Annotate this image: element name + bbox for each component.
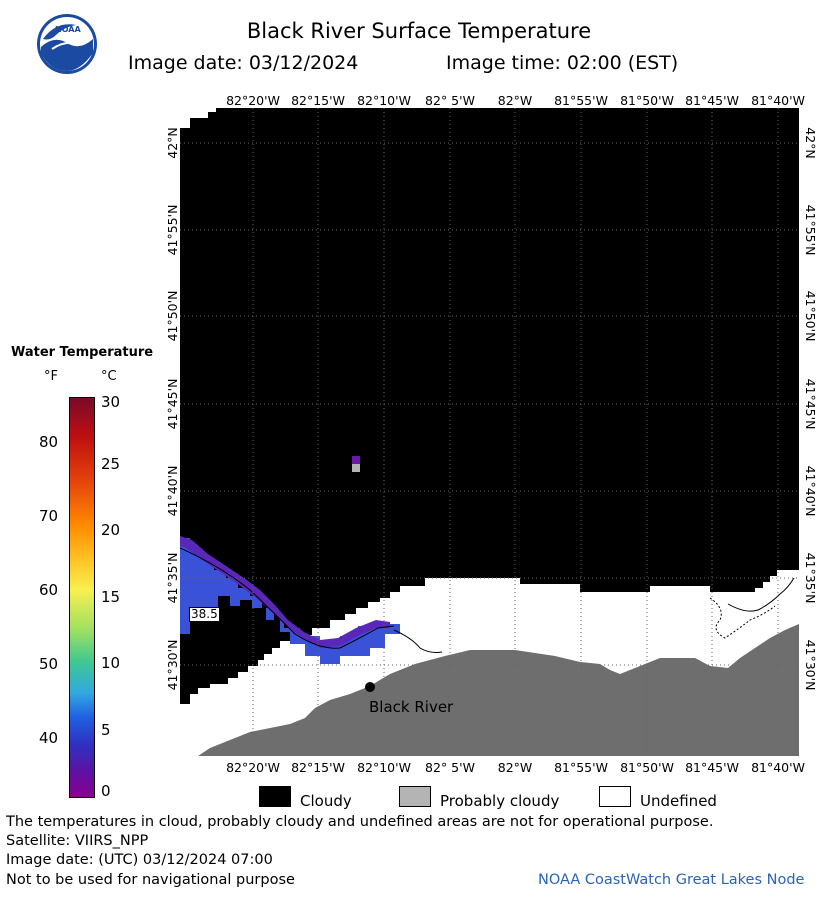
lon-label: 82° 5'W <box>425 93 475 108</box>
c-tick-label: 5 <box>101 721 111 739</box>
f-tick-label: 80 <box>39 433 59 451</box>
lon-label: 82°15'W <box>291 93 345 108</box>
lat-label: 41°30'N <box>165 639 180 691</box>
colorbar <box>69 397 95 798</box>
lon-label: 81°40'W <box>751 760 805 775</box>
logo-text: NOAA <box>55 25 81 34</box>
graticule <box>180 108 799 756</box>
lat-label: 41°45'N <box>803 378 818 430</box>
lon-label: 81°50'W <box>620 93 674 108</box>
shoreline-contour <box>393 629 443 653</box>
lon-label: 82°10'W <box>357 760 411 775</box>
lat-label: 41°55'N <box>165 204 180 256</box>
lon-label: 81°50'W <box>620 760 674 775</box>
undefined-area <box>180 108 190 128</box>
f-tick-label: 60 <box>39 581 59 599</box>
footer-satellite: Satellite: VIIRS_NPP <box>6 833 149 849</box>
map-title: Black River Surface Temperature <box>246 19 592 43</box>
lon-label: 82°10'W <box>357 93 411 108</box>
station-label: Black River <box>369 698 454 716</box>
noaa-logo-graphic <box>37 14 97 74</box>
station-marker[interactable] <box>365 682 375 692</box>
undefined-area <box>208 108 216 112</box>
lat-label: 41°35'N <box>803 552 818 604</box>
map-panel: 38.5 Black River <box>180 108 799 756</box>
lon-label: 81°55'W <box>554 93 608 108</box>
legend-label-cloudy: Cloudy <box>300 792 352 810</box>
lon-label: 81°40'W <box>751 93 805 108</box>
f-tick-label: 50 <box>39 655 59 673</box>
c-tick-label: 25 <box>101 455 121 473</box>
lon-label: 82°20'W <box>226 93 280 108</box>
legend-swatch-undefined <box>599 786 631 807</box>
water-pixel <box>352 456 360 464</box>
footer-utc-date: Image date: (UTC) 03/12/2024 07:00 <box>6 852 273 868</box>
lon-label: 82°20'W <box>226 760 280 775</box>
image-date: Image date: 03/12/2024 <box>128 52 359 74</box>
lat-label: 41°50'N <box>165 290 180 342</box>
shoreline-contour <box>180 547 395 649</box>
lon-label: 81°45'W <box>685 93 739 108</box>
legend-swatch-probably-cloudy <box>399 786 431 807</box>
legend-label-undefined: Undefined <box>640 792 717 810</box>
legend-swatch-cloudy <box>259 786 291 807</box>
lon-label: 82° 5'W <box>425 760 475 775</box>
depth-contour <box>727 577 795 612</box>
image-time: Image time: 02:00 (EST) <box>446 52 679 74</box>
lat-label: 41°30'N <box>803 639 818 691</box>
lon-label: 81°45'W <box>685 760 739 775</box>
lat-label: 41°50'N <box>803 290 818 342</box>
c-tick-label: 15 <box>101 588 121 606</box>
lat-label: 41°55'N <box>803 204 818 256</box>
lon-label: 82°W <box>497 93 533 108</box>
colorbar-title: Water Temperature <box>11 345 154 360</box>
undefined-area <box>180 678 385 756</box>
cloudy-area <box>180 108 799 704</box>
f-tick-label: 40 <box>39 729 59 747</box>
colorbar-unit-c: °C <box>101 369 117 384</box>
temperature-label: 38.5 <box>189 607 220 622</box>
lat-label: 41°45'N <box>165 378 180 430</box>
lat-label: 42°N <box>803 127 818 159</box>
probably-cloudy-pixel <box>352 464 360 472</box>
lat-label: 41°40'N <box>803 465 818 517</box>
footer-credit: NOAA CoastWatch Great Lakes Node <box>538 872 805 888</box>
colorbar-unit-f: °F <box>44 369 58 384</box>
c-tick-label: 10 <box>101 654 121 672</box>
footer-nav-warning: Not to be used for navigational purpose <box>6 872 295 888</box>
noaa-logo: NOAA <box>36 13 98 75</box>
lat-label: 41°40'N <box>165 465 180 517</box>
lon-label: 81°55'W <box>554 760 608 775</box>
c-tick-label: 20 <box>101 521 121 539</box>
f-tick-label: 70 <box>39 507 59 525</box>
land-area <box>198 624 799 756</box>
c-tick-label: 30 <box>101 393 121 411</box>
map-graphic <box>180 108 799 756</box>
lat-label: 42°N <box>165 127 180 159</box>
c-tick-label: 0 <box>101 782 111 800</box>
lat-label: 41°35'N <box>165 552 180 604</box>
footer-note: The temperatures in cloud, probably clou… <box>6 814 714 830</box>
lon-label: 82°W <box>497 760 533 775</box>
lon-label: 82°15'W <box>291 760 345 775</box>
undefined-area <box>190 108 208 118</box>
legend-label-probably-cloudy: Probably cloudy <box>440 792 560 810</box>
depth-contour <box>709 597 776 639</box>
